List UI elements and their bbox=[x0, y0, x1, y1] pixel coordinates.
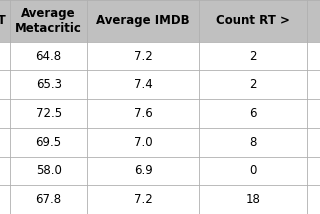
Bar bbox=[0, 99, 320, 128]
Text: 7.0: 7.0 bbox=[134, 136, 152, 149]
Text: RT: RT bbox=[0, 14, 7, 27]
Text: 65.3: 65.3 bbox=[36, 78, 62, 91]
Text: 69.5: 69.5 bbox=[36, 136, 62, 149]
Text: 72.5: 72.5 bbox=[36, 107, 62, 120]
Text: 18: 18 bbox=[246, 193, 260, 206]
Bar bbox=[0, 0, 320, 42]
Text: 58.0: 58.0 bbox=[36, 164, 61, 177]
Text: 2: 2 bbox=[249, 50, 257, 62]
Text: 8: 8 bbox=[249, 136, 257, 149]
Text: 67.8: 67.8 bbox=[36, 193, 62, 206]
Text: 7.2: 7.2 bbox=[134, 193, 152, 206]
Text: 64.8: 64.8 bbox=[36, 50, 62, 62]
Bar bbox=[0, 185, 320, 214]
Text: 2: 2 bbox=[249, 78, 257, 91]
Text: Average IMDB: Average IMDB bbox=[96, 14, 190, 27]
Bar bbox=[0, 128, 320, 157]
Text: 7.6: 7.6 bbox=[134, 107, 152, 120]
Bar bbox=[0, 42, 320, 70]
Text: 0: 0 bbox=[249, 164, 257, 177]
Bar bbox=[0, 70, 320, 99]
Text: 6: 6 bbox=[249, 107, 257, 120]
Text: 6.9: 6.9 bbox=[134, 164, 152, 177]
Text: Average
Metacritic: Average Metacritic bbox=[15, 7, 82, 35]
Text: Count RT >: Count RT > bbox=[216, 14, 290, 27]
Bar bbox=[0, 157, 320, 185]
Text: 7.2: 7.2 bbox=[134, 50, 152, 62]
Text: 7.4: 7.4 bbox=[134, 78, 152, 91]
